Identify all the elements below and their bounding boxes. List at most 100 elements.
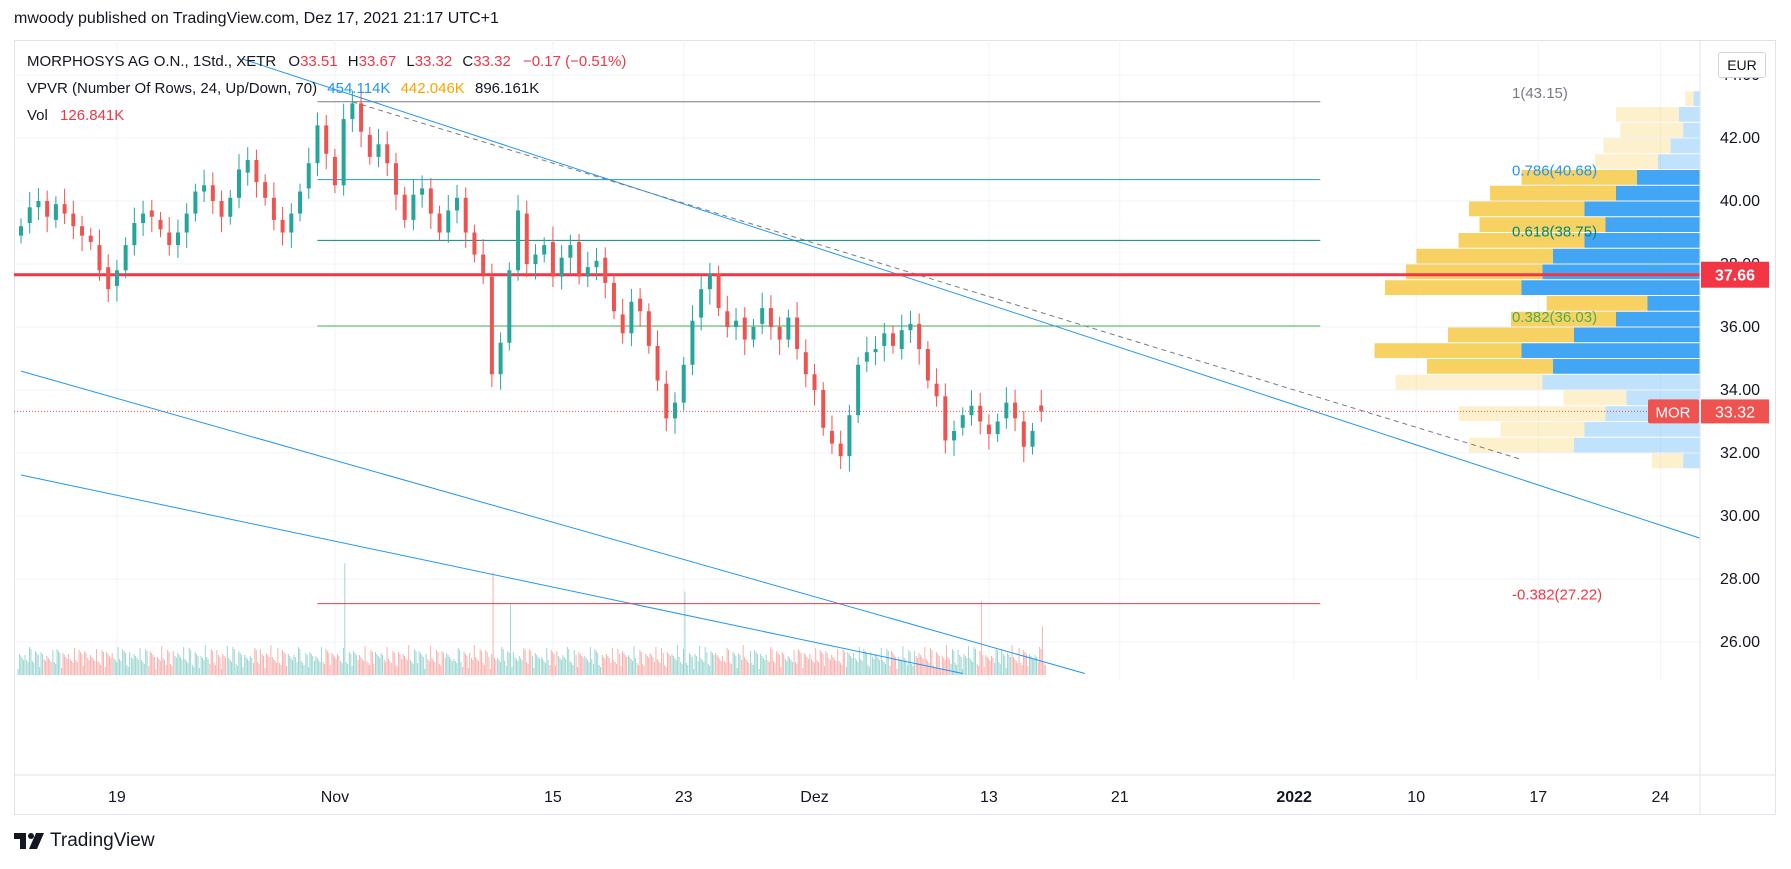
candle-body <box>734 320 739 327</box>
candle-body <box>960 415 965 428</box>
candle-body <box>193 191 198 214</box>
vpvr-label[interactable]: VPVR (Number Of Rows, 24, Up/Down, 70) <box>27 80 318 97</box>
y-tick-label: 42.00 <box>1720 130 1760 147</box>
candle-body <box>725 311 730 327</box>
candle-body <box>1039 405 1044 412</box>
symbol-tag-badge <box>1648 399 1699 424</box>
volume-profile-down-bar <box>1620 122 1684 138</box>
candle-body <box>986 424 991 435</box>
candle-body <box>489 276 494 375</box>
vpvr-legend: VPVR (Number Of Rows, 24, Up/Down, 70) 4… <box>27 80 539 97</box>
low-label: L <box>406 53 415 70</box>
candle-body <box>263 182 268 198</box>
candle-body <box>80 226 85 236</box>
candle-body <box>114 270 119 287</box>
earnings-marker-icon <box>424 729 446 754</box>
volume-profile-up-bar <box>1584 422 1700 437</box>
open-label: O <box>288 53 301 70</box>
candle-body <box>664 383 669 419</box>
candle-body <box>577 241 582 277</box>
volume-profile-down-bar <box>1500 422 1585 437</box>
symbol-name[interactable]: MORPHOSYS AG O.N., 1Std., XETR <box>27 53 277 70</box>
volume-profile-down-bar <box>1490 185 1616 201</box>
candle-body <box>829 430 834 444</box>
candle-body <box>1004 402 1009 419</box>
candle-body <box>359 103 364 132</box>
candle-body <box>472 232 477 255</box>
volume-profile-down-bar <box>1406 264 1543 280</box>
volume-profile-down-bar <box>1546 296 1648 311</box>
plot-area: 1(43.15) 0.786(40.68) 0.618(38.75) 0.382(36… <box>14 40 1700 754</box>
volume-profile-down-bar <box>1458 406 1606 421</box>
candle-body <box>620 314 625 334</box>
volume-profile-down-bar <box>1479 217 1606 232</box>
volume-profile-down-bar <box>1651 453 1684 469</box>
vol-label[interactable]: Vol <box>27 107 48 124</box>
candle-body <box>184 213 189 233</box>
fib-level-label: -0.382(27.22) <box>1512 587 1602 604</box>
y-tick-label: 40.00 <box>1720 193 1760 210</box>
chart-frame <box>14 40 1776 815</box>
publisher-caption: mwoody published on TradingView.com, Dez… <box>14 10 499 27</box>
volume-profile-down-bar <box>1469 437 1574 453</box>
x-tick-label: 15 <box>544 789 562 806</box>
candle-body <box>481 254 486 274</box>
candle-body <box>106 267 111 290</box>
tradingview-logo[interactable]: TradingView <box>14 830 155 852</box>
candle-body <box>690 320 695 365</box>
candle-body <box>245 160 250 173</box>
candle-body <box>367 134 372 157</box>
volume-profile-up-bar <box>1683 453 1700 469</box>
candle-body <box>681 364 686 403</box>
candle-body <box>943 396 948 441</box>
candle-body <box>908 323 913 331</box>
volume-profile-up-bar <box>1605 217 1700 232</box>
candle-body <box>742 317 747 340</box>
y-tick-label: 36.00 <box>1720 319 1760 336</box>
volume-profile-up-bar <box>1584 233 1700 248</box>
candle-body <box>646 311 651 346</box>
y-tick-label: 30.00 <box>1720 508 1760 525</box>
candle-body <box>812 374 817 390</box>
currency-button[interactable]: EUR <box>1718 52 1766 78</box>
candle-body <box>821 390 826 428</box>
candle-body <box>891 333 895 346</box>
candle-body <box>71 213 76 227</box>
candle-body <box>385 144 390 164</box>
volume-profile-down-bar <box>1685 91 1694 106</box>
volume-profile-up-bar <box>1574 327 1700 343</box>
candle-body <box>455 197 459 211</box>
candle-body <box>1013 402 1018 419</box>
volume-profile-up-bar <box>1584 201 1700 217</box>
candle-body <box>768 308 773 327</box>
volume-profile-down-bar <box>1469 201 1585 217</box>
volume-profile-down-bar <box>1603 138 1671 154</box>
volume-profile-down-bar <box>1511 311 1616 327</box>
volume-profile-up-bar <box>1521 343 1700 358</box>
volume-profile-up-bar <box>1670 138 1700 154</box>
candle-body <box>864 352 869 362</box>
candle-body <box>19 226 23 236</box>
volume-legend: Vol 126.841K <box>27 107 124 124</box>
candle-body <box>132 223 137 246</box>
fib-level-label: 0.618(38.75) <box>1512 223 1597 240</box>
x-tick-label: Dez <box>800 789 828 806</box>
candle-body <box>925 349 930 381</box>
candle-body <box>376 144 381 157</box>
open-value: 33.51 <box>300 53 338 70</box>
x-tick-label: 21 <box>1111 789 1129 806</box>
volume-profile-down-bar <box>1458 233 1585 248</box>
trendline-lower-channel-1 <box>20 370 1085 674</box>
candle-body <box>97 245 102 271</box>
candle-body <box>324 125 329 154</box>
candle-body <box>594 260 599 268</box>
trendline-dashed-trend <box>352 101 1521 460</box>
earnings-marker-label: E <box>431 732 440 747</box>
low-value: 33.32 <box>414 53 453 70</box>
candle-body <box>751 327 756 340</box>
candle-body <box>838 443 843 457</box>
vol-value: 126.841K <box>60 107 125 124</box>
trendline-upper-channel <box>243 58 1700 539</box>
candle-body <box>332 156 337 186</box>
